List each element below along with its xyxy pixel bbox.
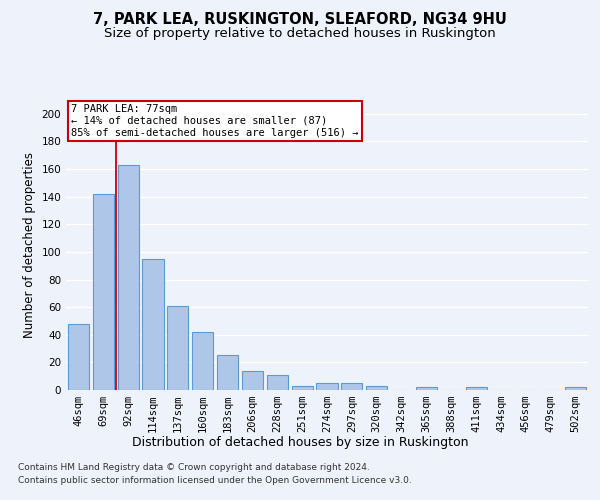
- Bar: [93, 194, 114, 390]
- Bar: [292, 386, 313, 390]
- Text: 7 PARK LEA: 77sqm
← 14% of detached houses are smaller (87)
85% of semi-detached: 7 PARK LEA: 77sqm ← 14% of detached hous…: [71, 104, 359, 138]
- Text: Contains public sector information licensed under the Open Government Licence v3: Contains public sector information licen…: [18, 476, 412, 485]
- Y-axis label: Number of detached properties: Number of detached properties: [23, 152, 36, 338]
- Bar: [242, 370, 263, 390]
- Bar: [142, 259, 164, 390]
- Bar: [366, 386, 387, 390]
- Text: Distribution of detached houses by size in Ruskington: Distribution of detached houses by size …: [132, 436, 468, 449]
- Bar: [68, 324, 89, 390]
- Text: 7, PARK LEA, RUSKINGTON, SLEAFORD, NG34 9HU: 7, PARK LEA, RUSKINGTON, SLEAFORD, NG34 …: [93, 12, 507, 28]
- Bar: [267, 375, 288, 390]
- Bar: [416, 387, 437, 390]
- Bar: [341, 383, 362, 390]
- Bar: [192, 332, 213, 390]
- Bar: [217, 356, 238, 390]
- Text: Size of property relative to detached houses in Ruskington: Size of property relative to detached ho…: [104, 28, 496, 40]
- Bar: [565, 387, 586, 390]
- Bar: [167, 306, 188, 390]
- Bar: [466, 387, 487, 390]
- Bar: [316, 383, 338, 390]
- Bar: [118, 165, 139, 390]
- Text: Contains HM Land Registry data © Crown copyright and database right 2024.: Contains HM Land Registry data © Crown c…: [18, 464, 370, 472]
